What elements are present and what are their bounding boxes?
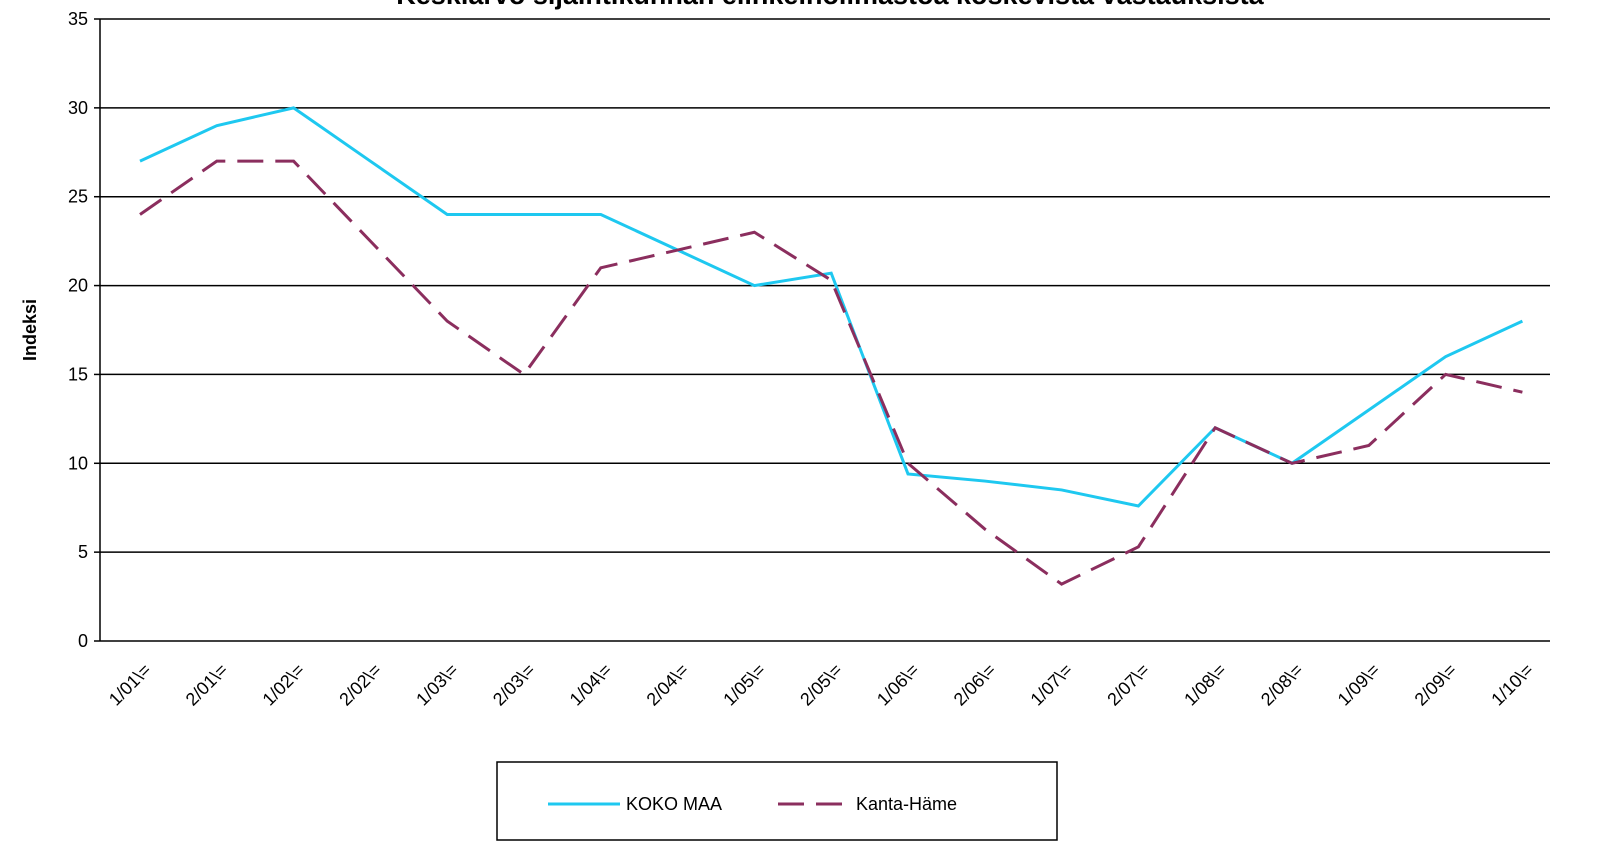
series-line <box>139 106 1524 508</box>
x-tick-label: 2/07\= <box>1103 660 1153 710</box>
x-tick-label: 1/07\= <box>1027 660 1077 710</box>
x-tick-label: 1/04\= <box>566 660 616 710</box>
y-tick-label: 30 <box>68 98 88 118</box>
legend-label: Kanta-Häme <box>856 794 957 814</box>
y-tick-label: 0 <box>78 631 88 651</box>
x-tick-label: 2/02\= <box>335 660 385 710</box>
y-tick-label: 5 <box>78 542 88 562</box>
x-tick-label: 1/09\= <box>1334 660 1384 710</box>
x-tick-label: 1/01\= <box>105 660 155 710</box>
y-tick-label: 35 <box>68 9 88 29</box>
series-line <box>139 159 1523 586</box>
chart-title: Keskiarvo sijaintikunnan elinkeinoilmast… <box>396 0 1264 10</box>
x-tick-label: 2/08\= <box>1257 660 1307 710</box>
y-tick-label: 20 <box>68 276 88 296</box>
x-tick-label: 1/05\= <box>719 660 769 710</box>
y-axis-label: Indeksi <box>20 299 40 361</box>
y-tick-label: 10 <box>68 453 88 473</box>
x-tick-label: 2/03\= <box>489 660 539 710</box>
y-tick-label: 25 <box>68 187 88 207</box>
x-tick-label: 1/03\= <box>412 660 462 710</box>
x-tick-label: 1/02\= <box>259 660 309 710</box>
y-tick-label: 15 <box>68 364 88 384</box>
x-tick-label: 2/01\= <box>182 660 232 710</box>
x-tick-label: 2/05\= <box>796 660 846 710</box>
x-tick-label: 1/08\= <box>1180 660 1230 710</box>
x-tick-label: 2/06\= <box>950 660 1000 710</box>
legend-label: KOKO MAA <box>626 794 722 814</box>
x-tick-label: 2/04\= <box>643 660 693 710</box>
x-tick-label: 1/06\= <box>873 660 923 710</box>
x-tick-label: 1/10\= <box>1487 660 1537 710</box>
legend-box <box>496 761 1058 841</box>
x-tick-label: 2/09\= <box>1411 660 1461 710</box>
